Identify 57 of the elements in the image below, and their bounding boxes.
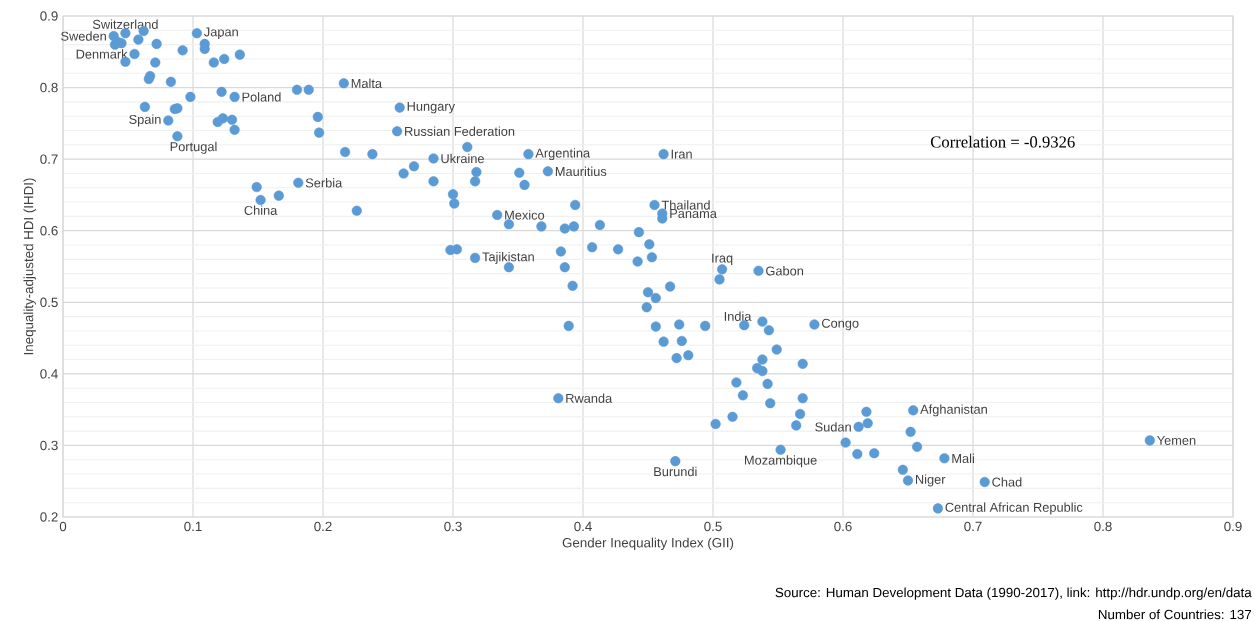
annotation: Sweden: [61, 31, 106, 41]
x-tick-label: 0.3: [444, 521, 462, 532]
annotation: Japan: [204, 27, 238, 39]
annotation: Poland: [242, 92, 281, 102]
annotation: Mauritius: [555, 166, 607, 177]
y-tick-label: 0.8: [40, 82, 58, 93]
annotation: Portugal: [170, 141, 217, 154]
x-tick-label: 0.1: [184, 521, 202, 532]
annotation: Russian Federation: [405, 126, 515, 136]
annotation: Sudan: [815, 422, 851, 432]
annotation: Denmark: [76, 49, 128, 59]
annotation: Congo: [821, 318, 859, 331]
annotation: Serbia: [305, 178, 343, 188]
annotation: China: [244, 205, 278, 215]
annotation: Tajikistan: [482, 251, 534, 264]
y-tick-label: 0.5: [40, 297, 58, 307]
annotation: Afghanistan: [920, 404, 987, 417]
annotation: Yemen: [1157, 435, 1196, 445]
y-tick-label: 0.6: [40, 226, 58, 236]
annotation: Iraq: [712, 253, 733, 266]
annotation: Mexico: [505, 210, 545, 220]
x-tick-label: 0.5: [704, 521, 722, 532]
annotation: Gabon: [766, 266, 804, 276]
annotation: Iran: [671, 149, 692, 159]
annotation: Panama: [670, 209, 717, 219]
x-tick-label: 0.4: [574, 521, 592, 532]
annotation: Correlation = -0.9326: [930, 135, 1075, 148]
y-tick-label: 0.3: [40, 440, 58, 451]
x-tick-label: 0.6: [834, 521, 852, 532]
annotation: Mali: [952, 453, 974, 464]
x-axis-title: Gender Inequality Index (GII): [562, 537, 734, 551]
annotation: Chad: [992, 477, 1022, 487]
x-tick-label: 0: [59, 521, 67, 532]
annotation: Rwanda: [566, 393, 613, 403]
y-tick-label: 0.9: [40, 11, 58, 21]
x-tick-label: 0.9: [1224, 521, 1242, 532]
annotation: Malta: [351, 78, 383, 88]
y-tick-label: 0.7: [40, 154, 58, 164]
y-tick-label: 0.2: [40, 512, 58, 522]
annotation: Central African Republic: [945, 502, 1083, 515]
source-note: Source: Human Development Data (1990-2017), link: http://hdr.undp.org/en/data: [775, 587, 1252, 600]
annotation: Ukraine: [441, 153, 484, 164]
annotation: Argentina: [535, 148, 591, 161]
annotation: Niger: [915, 474, 946, 487]
x-tick-label: 0.7: [964, 521, 982, 532]
annotation: Thailand: [661, 200, 710, 210]
y-axis-title: Inequality-adjusted HDI (IHDI): [23, 178, 36, 355]
annotation: Burundi: [654, 466, 697, 477]
x-tick-label: 0.8: [1094, 521, 1112, 532]
y-tick-label: 0.4: [40, 369, 58, 379]
annotation: Switzerland: [92, 19, 158, 29]
annotation: Hungary: [407, 101, 455, 114]
text: Number of Countries: 137: [1098, 609, 1252, 620]
x-tick-label: 0.2: [314, 521, 332, 532]
annotation: Mozambique: [745, 455, 817, 468]
annotation: India: [724, 311, 752, 321]
annotation: Spain: [129, 114, 161, 127]
